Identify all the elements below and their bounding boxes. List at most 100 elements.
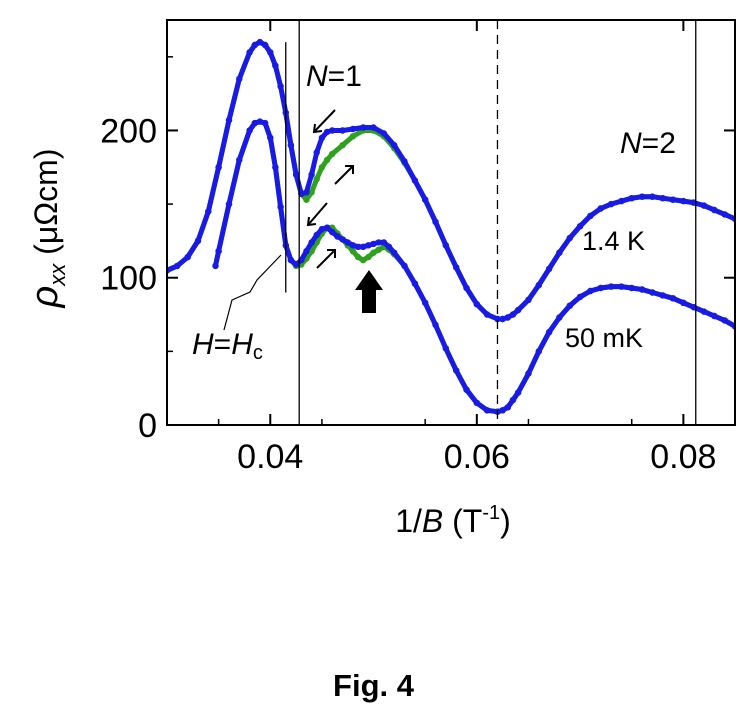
data-point (442, 242, 449, 249)
data-point (246, 127, 253, 134)
data-point (349, 125, 357, 133)
data-point (308, 239, 315, 246)
data-point (365, 253, 372, 261)
data-point (251, 41, 258, 49)
data-point (509, 396, 517, 404)
x-tick-label: 0.08 (650, 438, 716, 476)
data-point (360, 124, 367, 131)
data-point (721, 211, 728, 218)
data-point (391, 142, 398, 149)
data-point (525, 370, 532, 377)
data-point (370, 240, 377, 248)
data-point (360, 243, 367, 250)
data-point (344, 239, 351, 246)
data-point (680, 197, 687, 205)
data-point (323, 224, 331, 231)
data-point (669, 295, 677, 302)
data-point (514, 389, 522, 396)
data-point (287, 256, 295, 264)
series-2 (167, 38, 735, 323)
y-tick-label: 0 (138, 407, 157, 445)
x-tick-label: 0.04 (237, 438, 303, 476)
data-point (323, 128, 331, 136)
data-point (618, 283, 625, 290)
data-point (422, 196, 429, 203)
series-line (167, 39, 735, 322)
arrow-1p4k-down (312, 109, 336, 134)
x-axis-title: 1/B (T-1) (395, 502, 511, 539)
data-point (380, 130, 388, 137)
data-point (576, 293, 584, 301)
data-point (334, 233, 341, 240)
data-point (292, 261, 300, 268)
data-point (194, 237, 202, 245)
data-point (597, 284, 604, 292)
data-point (174, 262, 181, 270)
data-point (473, 399, 480, 407)
data-point (401, 158, 408, 165)
data-point (499, 407, 506, 414)
data-point (576, 223, 584, 230)
data-point (225, 200, 233, 208)
data-point (303, 248, 310, 255)
data-point (246, 49, 253, 56)
data-point (323, 156, 331, 164)
data-point (354, 253, 362, 261)
data-point (292, 171, 300, 178)
data-point (318, 134, 326, 141)
data-point (339, 127, 346, 134)
data-point (329, 228, 336, 236)
data-point (349, 248, 357, 255)
data-point (700, 202, 708, 209)
data-point (370, 124, 377, 131)
data-point (432, 321, 439, 329)
series-0 (167, 38, 735, 323)
data-point (184, 253, 191, 261)
series-3 (212, 118, 735, 415)
data-point (680, 299, 687, 306)
thick-up-arrow (355, 270, 383, 313)
annotation-n1: N=1 (306, 60, 362, 93)
data-point (205, 208, 212, 215)
data-point (659, 292, 666, 299)
data-point (494, 315, 501, 323)
data-point (212, 262, 219, 270)
data-point (360, 256, 367, 264)
data-point (535, 348, 542, 355)
data-point (556, 314, 563, 321)
label-1p4k: 1.4 K (582, 226, 645, 256)
data-point (225, 116, 233, 124)
data-point (422, 299, 429, 306)
data-point (525, 296, 532, 303)
data-point (365, 242, 372, 249)
data-point (597, 205, 604, 212)
annotation-n2: N=2 (620, 127, 676, 160)
figure-label: Fig. 4 (333, 668, 414, 703)
data-point (504, 314, 511, 321)
data-point (411, 280, 419, 287)
data-point (659, 195, 666, 202)
x-tick-label: 0.06 (444, 438, 510, 476)
data-point (514, 306, 522, 314)
data-point (535, 281, 542, 289)
data-point (504, 404, 511, 411)
data-point (287, 142, 295, 149)
hc-leader-line (223, 254, 282, 331)
data-point (649, 289, 656, 296)
y-axis-title: ρxx (μΩcm) (24, 149, 70, 309)
data-point (628, 195, 635, 202)
data-point (700, 308, 708, 315)
data-point (607, 200, 615, 208)
data-point (509, 311, 517, 318)
data-point (277, 203, 284, 211)
data-point (308, 189, 315, 196)
data-point (272, 164, 279, 171)
data-point (267, 49, 274, 56)
data-point (256, 38, 264, 46)
data-point (607, 283, 615, 290)
data-point (329, 127, 336, 134)
data-point (375, 239, 382, 246)
data-point (669, 196, 677, 203)
data-point (483, 407, 491, 414)
